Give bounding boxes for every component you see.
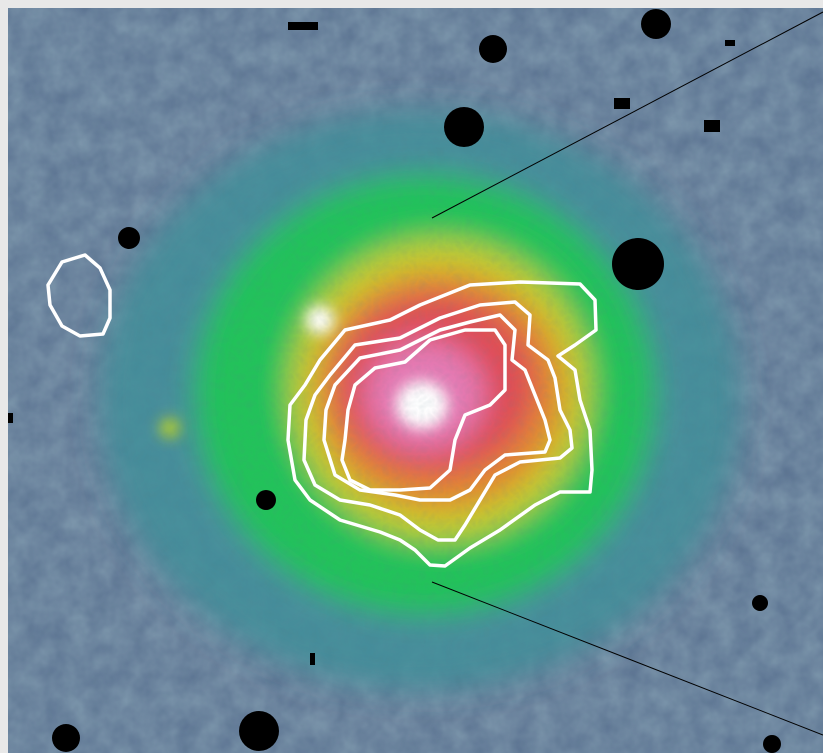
zoom-line-lower — [431, 581, 823, 736]
mask-source — [614, 98, 630, 109]
mask-source — [256, 490, 276, 510]
mask-source — [612, 238, 664, 290]
contour-level-4 — [340, 328, 507, 492]
mask-source — [725, 40, 735, 46]
mask-source — [444, 107, 484, 147]
mask-source — [641, 9, 671, 39]
zoom-line-upper — [431, 11, 823, 219]
contours — [46, 253, 598, 568]
zoom-lines — [431, 11, 823, 736]
contour-level-3 — [322, 313, 552, 502]
mask-source — [239, 711, 279, 751]
mask-source — [8, 413, 13, 423]
mask-source — [118, 227, 140, 249]
mask-source — [704, 120, 720, 132]
contour-level-2 — [302, 300, 574, 542]
mask-source — [288, 22, 318, 30]
isolated-contour — [46, 253, 112, 338]
mask-source — [763, 735, 781, 753]
mask-source — [479, 35, 507, 63]
masked-sources — [8, 9, 781, 753]
mask-source — [752, 595, 768, 611]
mask-source — [310, 653, 315, 665]
contour-level-1 — [286, 280, 598, 568]
mask-source — [52, 724, 80, 752]
pixel-texture — [8, 8, 823, 753]
